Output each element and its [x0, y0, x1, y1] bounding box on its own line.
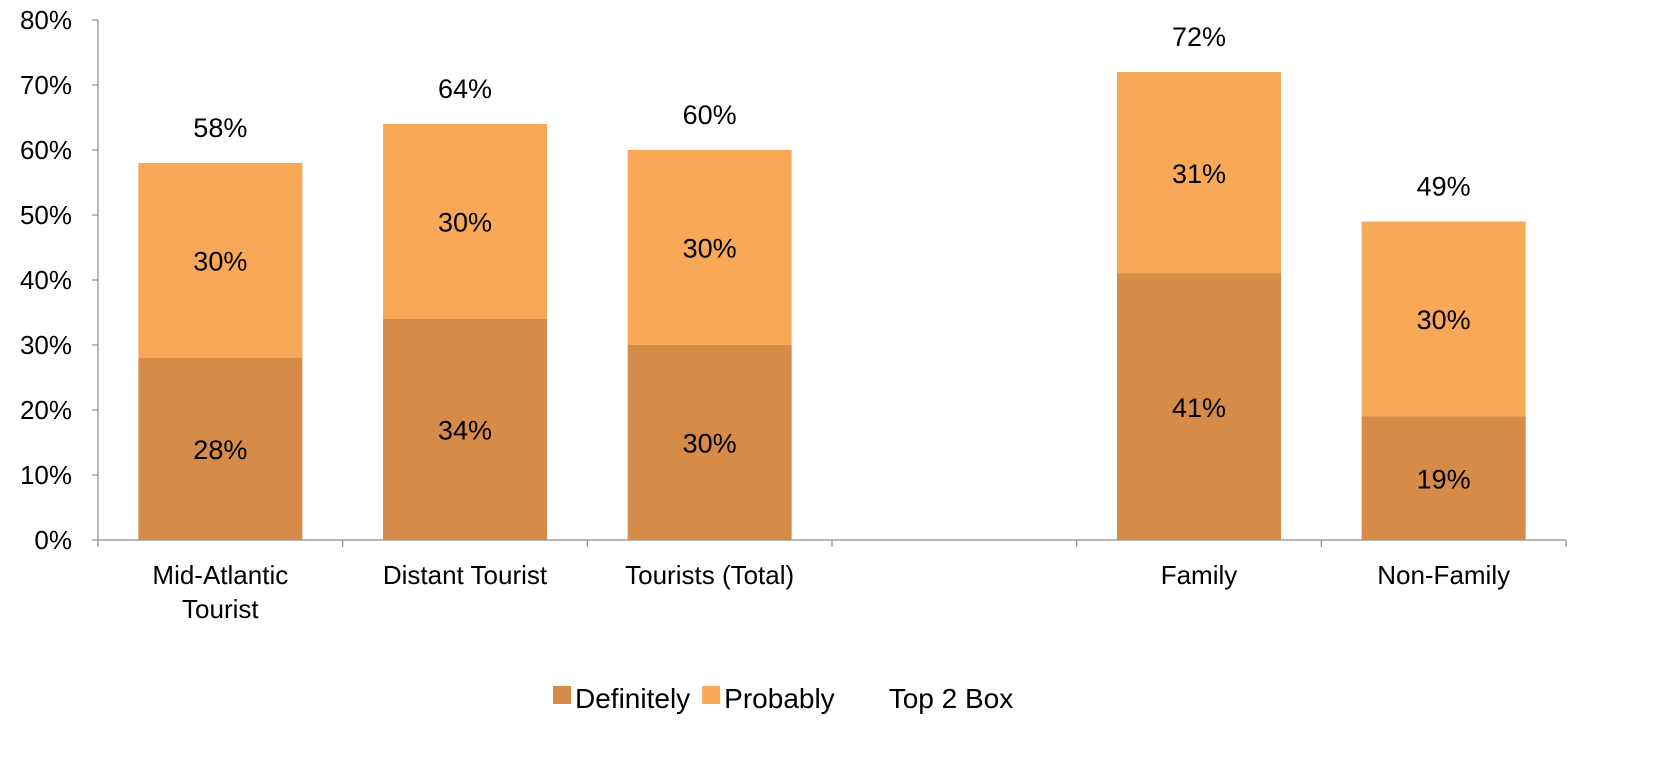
bar-segment-definitely — [1361, 416, 1526, 540]
data-label: 31% — [1172, 159, 1226, 189]
y-tick-label: 20% — [20, 395, 72, 425]
data-label: 41% — [1172, 393, 1226, 423]
chart-axes: 0% 10% 20% 30% 40% 50% 60% 70% 80% Mid-Atlantic To… — [20, 5, 1567, 624]
data-label: 30% — [1417, 305, 1471, 335]
y-tick-label: 60% — [20, 135, 72, 165]
data-label: 34% — [438, 416, 492, 446]
total-label: 72% — [1172, 22, 1226, 52]
bar-segment-definitely — [627, 345, 792, 540]
bar-segment-probably — [383, 124, 547, 319]
total-label: 58% — [193, 113, 247, 143]
data-label: 30% — [193, 247, 247, 277]
chart-bars — [138, 72, 1526, 540]
bar-segment-definitely — [1117, 273, 1281, 540]
bar-segment-probably — [138, 163, 303, 358]
x-tick-label: Tourist — [182, 594, 259, 624]
y-tick-label: 10% — [20, 460, 72, 490]
bar-segment-probably — [627, 150, 792, 345]
data-label: 19% — [1417, 464, 1471, 494]
x-tick-label: Distant Tourist — [383, 560, 548, 590]
x-tick-label: Mid-Atlantic — [152, 560, 288, 590]
chart-data-labels: 28% 30% 58% 34% 30% 64% 30% 30% 60% 41% 31% 72% 19% 3… — [193, 22, 1470, 494]
legend-label: Probably — [724, 683, 835, 714]
data-label: 30% — [438, 208, 492, 238]
x-tick-label: Family — [1161, 560, 1238, 590]
bar-segment-probably — [1117, 72, 1281, 274]
bar-segment-probably — [1361, 221, 1526, 417]
legend-label: Top 2 Box — [889, 683, 1014, 714]
data-label: 28% — [193, 435, 247, 465]
x-tick-label: Tourists (Total) — [625, 560, 794, 590]
data-label: 30% — [683, 234, 737, 264]
y-tick-label: 0% — [34, 525, 72, 555]
total-label: 60% — [683, 100, 737, 130]
legend-label: Definitely — [575, 683, 690, 714]
y-tick-label: 40% — [20, 265, 72, 295]
data-label: 30% — [683, 429, 737, 459]
legend-swatch-definitely — [553, 686, 571, 704]
y-tick-label: 80% — [20, 5, 72, 35]
bar-segment-definitely — [138, 358, 303, 540]
y-tick-label: 30% — [20, 330, 72, 360]
bar-segment-definitely — [383, 319, 547, 540]
total-label: 49% — [1417, 172, 1471, 202]
y-tick-label: 70% — [20, 70, 72, 100]
chart-legend: Definitely Probably Top 2 Box — [553, 683, 1013, 714]
x-tick-label: Non-Family — [1377, 560, 1510, 590]
y-tick-label: 50% — [20, 200, 72, 230]
total-label: 64% — [438, 74, 492, 104]
legend-swatch-probably — [702, 686, 721, 704]
